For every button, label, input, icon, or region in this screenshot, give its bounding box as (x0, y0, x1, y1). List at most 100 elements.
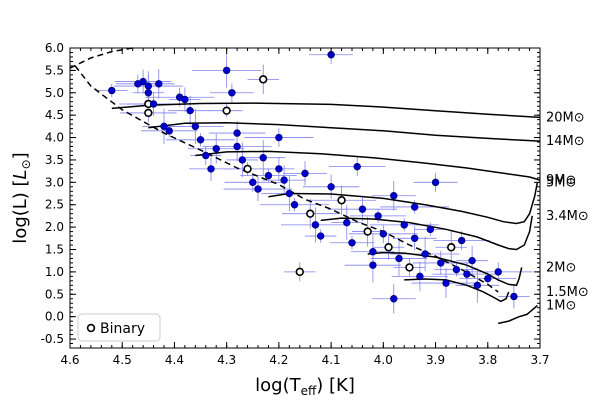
star-point (238, 156, 247, 164)
track-line (268, 182, 539, 225)
track-line (498, 304, 538, 325)
track-mass-label: 14M⊙ (546, 134, 585, 149)
y-tick-label: 1.0 (45, 265, 64, 279)
x-tick-label: 3.9 (426, 353, 445, 367)
binary-star-point (384, 243, 393, 252)
star-point (228, 89, 236, 97)
star-point (233, 129, 241, 137)
star-point (301, 169, 309, 178)
star-point (463, 270, 471, 278)
track-start-dashed-line (69, 47, 133, 69)
star-point (343, 218, 351, 227)
star-point (416, 272, 424, 281)
track-line (367, 251, 523, 287)
y-axis-title: log(L) [L⊙] (10, 152, 33, 243)
y-tick-label: 5.5 (45, 63, 64, 77)
star-point (473, 281, 482, 290)
y-tick-label: 6.0 (45, 41, 64, 55)
legend: Binary (77, 313, 161, 342)
y-tick-label: 5.0 (45, 86, 64, 100)
star-point (149, 100, 158, 108)
star-point (390, 295, 398, 303)
star-point (395, 254, 403, 263)
star-point (468, 256, 476, 265)
legend-box (77, 313, 161, 342)
y-tick-label: 2.5 (45, 198, 64, 212)
binary-star-point (144, 108, 153, 118)
star-point (426, 225, 435, 234)
legend-binary-marker (86, 323, 96, 333)
star-point (222, 66, 231, 75)
x-tick-label: 4.5 (113, 353, 132, 367)
y-tick-label: 3.0 (45, 175, 64, 189)
x-tick-label: 4.3 (217, 353, 236, 367)
axis-tick-labels: 4.6 4.5 4.4 4.3 4.2 4.1 4.0 3.9 3.8 3.7 -0.5 0.0 0.5… (41, 41, 550, 367)
track-mass-label: 1.5M⊙ (546, 285, 589, 300)
y-tick-label: 0.0 (45, 310, 64, 324)
track-line (404, 278, 510, 303)
star-point (254, 185, 262, 193)
star-point (316, 232, 325, 240)
star-point (457, 236, 466, 245)
star-point (410, 203, 419, 211)
y-tick-label: 4.0 (45, 131, 64, 145)
star-point (249, 178, 257, 187)
star-point (484, 274, 492, 283)
star-point (212, 145, 220, 153)
star-point (358, 205, 367, 213)
star-point (452, 265, 461, 274)
star-point (160, 122, 168, 131)
star-point (431, 178, 440, 187)
track-line (195, 150, 541, 181)
y-tick-label: 4.5 (45, 108, 64, 122)
x-tick-label: 4.1 (322, 353, 341, 367)
x-tick-label: 4.4 (165, 353, 184, 367)
star-point (369, 248, 377, 256)
track-mass-label: 20M⊙ (546, 110, 585, 125)
star-point (494, 268, 502, 276)
y-tick-label: -0.5 (41, 332, 64, 346)
x-tick-label: 4.0 (374, 353, 393, 367)
star-point (139, 77, 147, 86)
star-point (181, 95, 189, 104)
binary-star-point (259, 75, 268, 84)
y-tick-label: 3.5 (45, 153, 64, 167)
y-tick-label: 2.0 (45, 220, 64, 234)
star-point (290, 201, 299, 209)
data-points (108, 51, 518, 303)
star-point (348, 239, 356, 247)
star-point (155, 80, 163, 88)
star-point (379, 230, 388, 238)
star-point (275, 165, 283, 173)
track-mass-label: 2M⊙ (546, 260, 576, 275)
star-point (410, 234, 419, 242)
star-point (233, 142, 241, 151)
track-mass-labels: 20M⊙ 14M⊙ 9M⊙5M⊙ 3.4M⊙ 2M⊙ 1.5M⊙1M⊙ (546, 110, 589, 313)
track-mass-label: 1M⊙ (546, 298, 576, 313)
track-line (111, 102, 541, 119)
star-point (374, 212, 382, 220)
track-mass-label: 3.4M⊙ (546, 209, 589, 224)
x-tick-label: 4.2 (269, 353, 288, 367)
binary-star-point (405, 263, 414, 272)
binary-star-point (222, 106, 231, 115)
star-point (353, 162, 361, 171)
track-line (320, 215, 533, 251)
star-point (275, 133, 283, 142)
star-point (400, 221, 408, 229)
star-point (311, 221, 320, 229)
star-point (390, 192, 398, 200)
plot-frame (69, 47, 541, 349)
y-tick-label: 0.5 (45, 287, 64, 301)
x-tick-label: 4.6 (60, 353, 79, 367)
x-axis-title: log(Teff) [K] (255, 375, 355, 398)
x-tick-label: 3.8 (478, 353, 497, 367)
star-point (442, 279, 450, 287)
binary-star-point (243, 164, 252, 174)
binary-star-point (306, 209, 315, 218)
star-point (144, 89, 153, 97)
star-point (421, 250, 429, 258)
star-point (369, 261, 377, 269)
track-line (148, 122, 541, 142)
